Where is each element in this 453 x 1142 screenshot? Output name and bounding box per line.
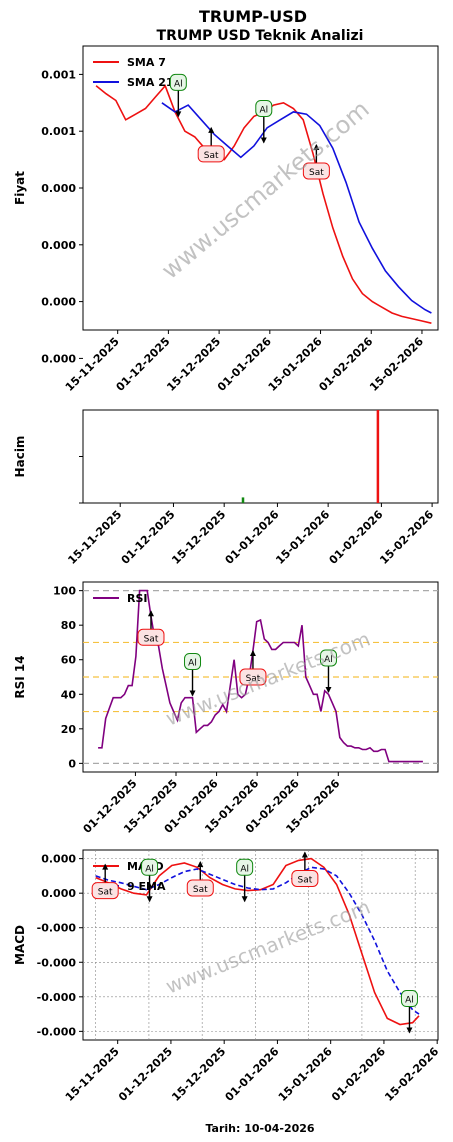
sell-signal-label: Sat	[297, 876, 312, 886]
signal-arrowhead	[301, 851, 308, 858]
x-tick-label: 15-01-2026	[276, 1045, 335, 1104]
panel-frame	[82, 849, 439, 1041]
buy-signal-label: Al	[259, 105, 268, 115]
y-tick-label: -0.000	[37, 991, 77, 1004]
sell-signal-label: Sat	[144, 634, 159, 644]
signal-arrowhead	[260, 137, 267, 144]
x-tick-label: 15-02-2026	[377, 508, 436, 567]
buy-signal-box	[184, 652, 202, 670]
buy-signal-label: Al	[405, 996, 414, 1006]
sell-signal-box	[302, 162, 330, 180]
buy-signal-label: Al	[240, 864, 249, 874]
buy-signal-box	[255, 99, 273, 117]
signal-arrowhead	[189, 690, 196, 697]
signal-arrowhead	[208, 126, 215, 133]
y-tick-label: -0.000	[37, 1025, 77, 1038]
y-tick-label: 0	[68, 757, 76, 770]
x-tick-label: 15-11-2025	[65, 508, 124, 567]
y-tick-label: 0.001	[41, 68, 76, 81]
y-tick-label: -0.000	[37, 956, 77, 969]
y-axis-label: Hacim	[13, 436, 27, 478]
y-tick-label: -0.000	[37, 922, 77, 935]
x-tick-label: 15-01-2026	[273, 508, 332, 567]
buy-signal-label: Al	[188, 658, 197, 668]
signal-arrowhead	[197, 861, 204, 867]
signal-arrowhead	[146, 896, 153, 903]
y-tick-label: 0.000	[41, 296, 76, 309]
buy-signal-box	[236, 858, 254, 876]
signal-arrowhead	[102, 863, 109, 870]
y-tick-label: 0.000	[41, 352, 76, 365]
x-tick-label: 15-02-2026	[382, 1045, 441, 1104]
buy-signal-box	[400, 990, 418, 1008]
figure-title: TRUMP-USD	[199, 7, 307, 26]
legend-label: SMA 7	[127, 56, 166, 69]
series-line-macd	[95, 857, 420, 1026]
series-line-9-ema	[95, 866, 420, 1015]
signal-arrowhead	[313, 143, 320, 150]
buy-signal-label: Al	[324, 655, 333, 665]
panel-1: 0.0010.0010.0000.0000.0000.000Fiyat15-11…	[13, 45, 439, 394]
y-tick-label: 0.000	[41, 182, 76, 195]
sell-signal-label: Sat	[246, 674, 261, 684]
x-tick-label: 15-11-2025	[63, 1045, 122, 1104]
buy-signal-box	[169, 73, 187, 91]
x-tick-label: 01-01-2026	[223, 1045, 282, 1104]
panel-frame	[82, 409, 439, 504]
legend-label: 9 EMA	[127, 880, 166, 893]
x-tick-label: 01-02-2026	[329, 1045, 388, 1104]
sell-signal-label: Sat	[193, 885, 208, 895]
panel-4: 0.000 0.000 -0.000 -0.000 -0.000 -0.000 MACD 15…	[13, 849, 442, 1104]
y-tick-label: 100	[53, 585, 76, 598]
sell-signal-box	[239, 668, 267, 686]
signal-arrowhead	[325, 687, 332, 693]
signal-arrowhead	[241, 896, 248, 903]
series-line-sma-21	[161, 102, 432, 314]
sell-signal-label: Sat	[98, 888, 113, 898]
sell-signal-label: Sat	[309, 168, 324, 178]
y-axis-label: MACD	[13, 925, 27, 965]
panel-2: Hacim15-11-202501-12-202515-12-202501-01…	[13, 409, 439, 567]
y-tick-label: 0.001	[41, 125, 76, 138]
date-caption: Tarih: 10-04-2026	[205, 1122, 314, 1135]
y-tick-label: 60	[61, 654, 77, 667]
buy-signal-box	[141, 858, 159, 876]
y-axis-label: RSI 14	[13, 655, 27, 698]
legend-label: SMA 21	[127, 76, 174, 89]
y-tick-label: 0.000	[41, 853, 76, 866]
x-tick-label: 15-12-2025	[169, 1045, 228, 1104]
sell-signal-box	[137, 628, 165, 646]
x-tick-label: 15-12-2025	[169, 508, 228, 567]
y-tick-label: 0.000	[41, 887, 76, 900]
y-tick-label: 20	[61, 723, 77, 736]
sell-signal-box	[291, 870, 319, 887]
buy-signal-label: Al	[145, 864, 154, 874]
signal-arrowhead	[249, 650, 256, 656]
x-tick-label: 01-12-2025	[116, 1045, 175, 1104]
volume-bar	[376, 410, 380, 503]
y-tick-label: 0.000	[41, 239, 76, 252]
y-tick-label: 40	[61, 688, 77, 701]
sell-signal-box	[197, 145, 225, 163]
sell-signal-label: Sat	[204, 151, 219, 161]
buy-signal-label: Al	[174, 79, 183, 89]
legend-label: RSI	[127, 592, 148, 605]
panel-frame	[82, 45, 439, 331]
x-tick-label: 15-02-2026	[367, 335, 426, 394]
signal-arrowhead	[147, 610, 154, 617]
buy-signal-box	[319, 649, 337, 667]
sell-signal-box	[91, 882, 119, 900]
y-tick-label: 80	[61, 619, 77, 632]
signal-arrowhead	[406, 1027, 413, 1034]
price-panel-title: TRUMP USD Teknik Analizi	[157, 28, 364, 44]
series-line-rsi	[98, 589, 423, 763]
y-axis-label: Fiyat	[13, 171, 27, 205]
sell-signal-box	[186, 879, 214, 897]
volume-bar	[241, 497, 245, 503]
signal-arrowhead	[175, 111, 182, 118]
